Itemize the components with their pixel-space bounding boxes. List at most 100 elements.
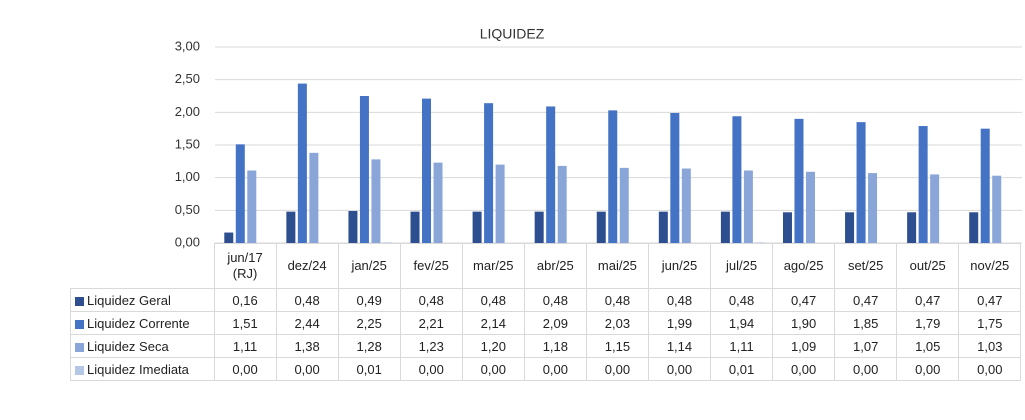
value-label: 1,07	[834, 334, 898, 358]
bar	[755, 242, 765, 243]
category-label: abr/25	[523, 243, 587, 289]
legend-label: Liquidez Corrente	[87, 315, 190, 331]
value-label: 0,47	[896, 288, 960, 312]
value-label: 2,09	[523, 311, 587, 335]
value-label: 0,47	[958, 288, 1022, 312]
legend-swatch	[75, 319, 84, 329]
bar	[235, 144, 245, 243]
value-label: 1,99	[647, 311, 712, 335]
bar	[309, 152, 319, 243]
bar	[297, 83, 307, 243]
value-label: 2,21	[399, 311, 463, 335]
value-label: 0,48	[523, 288, 587, 312]
y-tick-label: 2,50	[175, 71, 200, 86]
category-label: mai/25	[585, 243, 649, 289]
bar	[794, 118, 804, 243]
category-label: set/25	[834, 243, 898, 289]
bar	[992, 175, 1002, 243]
category-label: dez/24	[275, 243, 339, 289]
bar	[732, 116, 742, 243]
value-label: 0,48	[275, 288, 339, 312]
value-label: 1,15	[585, 334, 649, 358]
value-label: 0,00	[523, 357, 587, 381]
y-tick-label: 1,00	[175, 169, 200, 184]
legend-swatch	[75, 296, 84, 306]
bar	[805, 171, 815, 243]
value-label: 1,28	[337, 334, 401, 358]
value-label: 0,48	[585, 288, 649, 312]
category-label: jun/25	[647, 243, 712, 289]
bar	[608, 110, 618, 243]
bar	[382, 242, 392, 243]
value-label: 0,48	[399, 288, 463, 312]
value-label: 1,79	[896, 311, 960, 335]
bar	[359, 96, 369, 243]
bar	[472, 211, 482, 243]
value-label: 0,00	[399, 357, 463, 381]
table-corner	[71, 244, 215, 289]
category-label: jun/17 (RJ)	[213, 243, 277, 289]
bar	[286, 211, 296, 243]
legend-swatch	[75, 342, 84, 352]
category-label: jul/25	[709, 243, 774, 289]
value-label: 0,00	[647, 357, 712, 381]
value-label: 0,16	[213, 288, 277, 312]
y-tick-label: 0,50	[175, 202, 200, 217]
bar	[247, 170, 257, 243]
legend-entry: Liquidez Corrente	[70, 311, 215, 335]
bar	[224, 232, 234, 243]
legend-entry: Liquidez Seca	[70, 334, 215, 358]
bar	[596, 211, 606, 243]
value-label: 1,20	[461, 334, 525, 358]
bar	[422, 98, 432, 243]
value-label: 1,11	[709, 334, 774, 358]
legend-entry: Liquidez Imediata	[70, 357, 215, 381]
bar	[371, 159, 381, 243]
value-label: 0,48	[709, 288, 774, 312]
y-tick-label: 0,00	[175, 234, 200, 249]
legend-entry: Liquidez Geral	[70, 288, 215, 312]
bar	[930, 174, 940, 243]
category-label: jan/25	[337, 243, 401, 289]
bar	[743, 170, 753, 243]
value-label: 0,01	[337, 357, 401, 381]
value-label: 0,48	[647, 288, 712, 312]
bar	[845, 212, 855, 243]
y-tick-label: 1,50	[175, 136, 200, 151]
table-row: Liquidez Seca 1,11 1,38 1,28 1,23 1,20 1,18 1,1…	[70, 334, 1022, 358]
bar	[720, 211, 730, 243]
value-label: 0,00	[834, 357, 898, 381]
bar	[907, 212, 917, 243]
value-label: 0,47	[772, 288, 836, 312]
bar	[557, 165, 567, 243]
chart-title: LIQUIDEZ	[480, 26, 545, 42]
category-label: fev/25	[399, 243, 463, 289]
value-label: 0,00	[275, 357, 339, 381]
value-label: 1,03	[958, 334, 1022, 358]
bar	[546, 106, 556, 243]
category-label: nov/25	[958, 243, 1022, 289]
legend-label: Liquidez Seca	[87, 338, 169, 354]
bar	[670, 112, 680, 243]
value-label: 1,51	[213, 311, 277, 335]
value-label: 1,85	[834, 311, 898, 335]
bar	[782, 212, 792, 243]
table-row: Liquidez Imediata 0,00 0,00 0,01 0,00 0,00 0,0…	[70, 357, 1022, 381]
value-label: 1,18	[523, 334, 587, 358]
category-label: mar/25	[461, 243, 525, 289]
value-label: 0,47	[834, 288, 898, 312]
value-label: 0,00	[461, 357, 525, 381]
bar	[681, 168, 691, 243]
table-row: jun/17 (RJ) dez/24 jan/25 fev/25 mar/25 abr/2…	[71, 243, 1022, 289]
value-label: 0,01	[709, 357, 774, 381]
value-label: 0,00	[958, 357, 1022, 381]
bar	[918, 126, 928, 243]
category-label: ago/25	[772, 243, 836, 289]
value-label: 2,25	[337, 311, 401, 335]
legend-label: Liquidez Geral	[87, 292, 171, 308]
bar	[856, 122, 866, 243]
bar	[484, 103, 494, 243]
bar	[534, 211, 544, 243]
